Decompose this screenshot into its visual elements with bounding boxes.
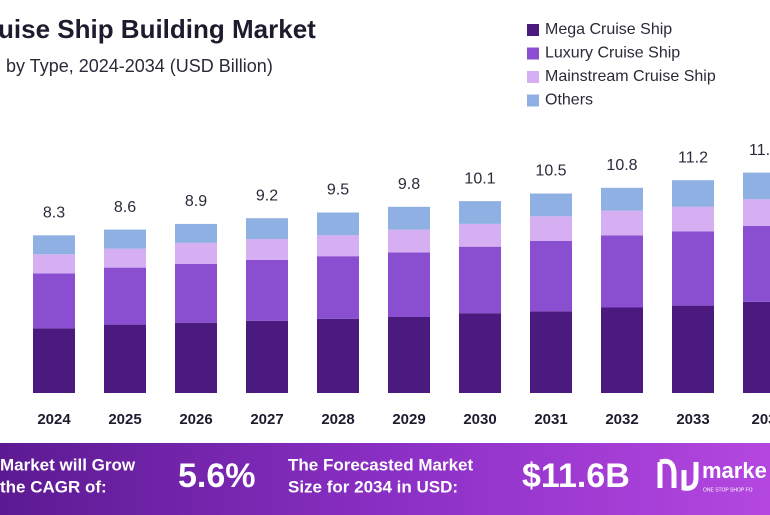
bar-segment <box>672 206 714 232</box>
bar-segment <box>459 223 501 247</box>
bar-segment <box>175 322 217 393</box>
total-label: 9.2 <box>256 187 278 204</box>
bar-segment <box>317 212 359 236</box>
bar-segment <box>33 328 75 393</box>
x-tick-label: 2027 <box>250 411 283 428</box>
x-tick-label: 2024 <box>37 411 71 428</box>
footer-value: $11.6B <box>522 457 630 495</box>
x-tick-label: 2029 <box>392 411 425 428</box>
bar-segment <box>388 252 430 317</box>
bar-segment <box>317 318 359 393</box>
bar-segment <box>104 248 146 268</box>
x-tick-label: 2030 <box>463 411 496 428</box>
total-label: 10.1 <box>464 170 495 187</box>
total-label: 10.5 <box>535 163 566 180</box>
bar-segment <box>33 273 75 329</box>
logo: marke <box>702 458 767 483</box>
legend-label: Mainstream Cruise Ship <box>545 68 716 85</box>
legend-swatch <box>527 47 539 60</box>
bar-segment <box>175 263 217 323</box>
chart-title: uise Ship Building Market <box>0 14 316 44</box>
bar-segment <box>175 242 217 264</box>
bar-segment <box>388 229 430 253</box>
bar-segment <box>530 241 572 312</box>
bar-segment <box>175 223 217 243</box>
bar-segment <box>388 317 430 393</box>
x-tick-label: 2025 <box>108 411 141 428</box>
bar-segment <box>459 201 501 224</box>
footer-band <box>0 443 770 515</box>
legend-swatch <box>527 71 539 83</box>
bar-segment <box>672 180 714 207</box>
total-label: 8.3 <box>43 205 65 222</box>
bar-segment <box>530 216 572 241</box>
footer-value: 5.6% <box>178 457 256 495</box>
total-label: 11.2 <box>678 149 708 166</box>
legend-label: Mega Cruise Ship <box>545 21 672 38</box>
bar-segment <box>743 172 770 200</box>
total-label: 9.8 <box>398 176 420 193</box>
footer-text: Size for 2034 in USD: <box>288 477 458 496</box>
logo-icon <box>657 458 699 491</box>
footer-text: the CAGR of: <box>0 477 107 496</box>
bar-segment <box>246 320 288 393</box>
bar-segment <box>246 260 288 321</box>
x-tick-label: 203 <box>751 411 770 428</box>
x-tick-label: 2026 <box>179 411 212 428</box>
bar-segment <box>104 324 146 393</box>
bar-segment <box>317 235 359 257</box>
bar-segment <box>743 199 770 226</box>
bar-segment <box>33 254 75 274</box>
bar-segment <box>601 307 643 393</box>
x-tick-label: 2028 <box>321 411 354 428</box>
bar-segment <box>459 246 501 314</box>
bar-segment <box>743 301 770 393</box>
footer-text: The Forecasted Market <box>288 455 474 474</box>
bar-segment <box>743 225 770 302</box>
bar-segment <box>246 218 288 240</box>
x-tick-label: 2032 <box>605 411 638 428</box>
tagline: ONE STOP SHOP FO <box>703 487 753 493</box>
bar-segment <box>530 311 572 393</box>
total-label: 8.6 <box>114 199 136 216</box>
x-tick-label: 2031 <box>534 411 567 428</box>
bar-segment <box>459 313 501 393</box>
x-tick-label: 2033 <box>676 411 709 428</box>
total-label: 11.6 <box>749 142 770 159</box>
legend-swatch <box>527 24 539 36</box>
footer-text: Market will Grow <box>0 455 136 474</box>
bar-segment <box>33 235 75 255</box>
bar-segment <box>601 235 643 308</box>
bar-segment <box>672 231 714 306</box>
bar-segment <box>104 229 146 249</box>
bar-segment <box>104 267 146 325</box>
bar-segment <box>317 256 359 319</box>
chart-subtitle: by Type, 2024-2034 (USD Billion) <box>6 56 273 76</box>
bar-segment <box>388 206 430 230</box>
legend-label: Others <box>545 92 593 109</box>
legend-label: Luxury Cruise Ship <box>545 45 680 62</box>
total-label: 10.8 <box>606 157 637 174</box>
bar-segment <box>601 210 643 236</box>
bar-segment <box>246 239 288 260</box>
legend-swatch <box>527 94 539 107</box>
total-label: 8.9 <box>185 193 207 210</box>
bar-segment <box>672 305 714 393</box>
bar-segment <box>601 187 643 211</box>
total-label: 9.5 <box>327 182 349 199</box>
bar-segment <box>530 193 572 217</box>
